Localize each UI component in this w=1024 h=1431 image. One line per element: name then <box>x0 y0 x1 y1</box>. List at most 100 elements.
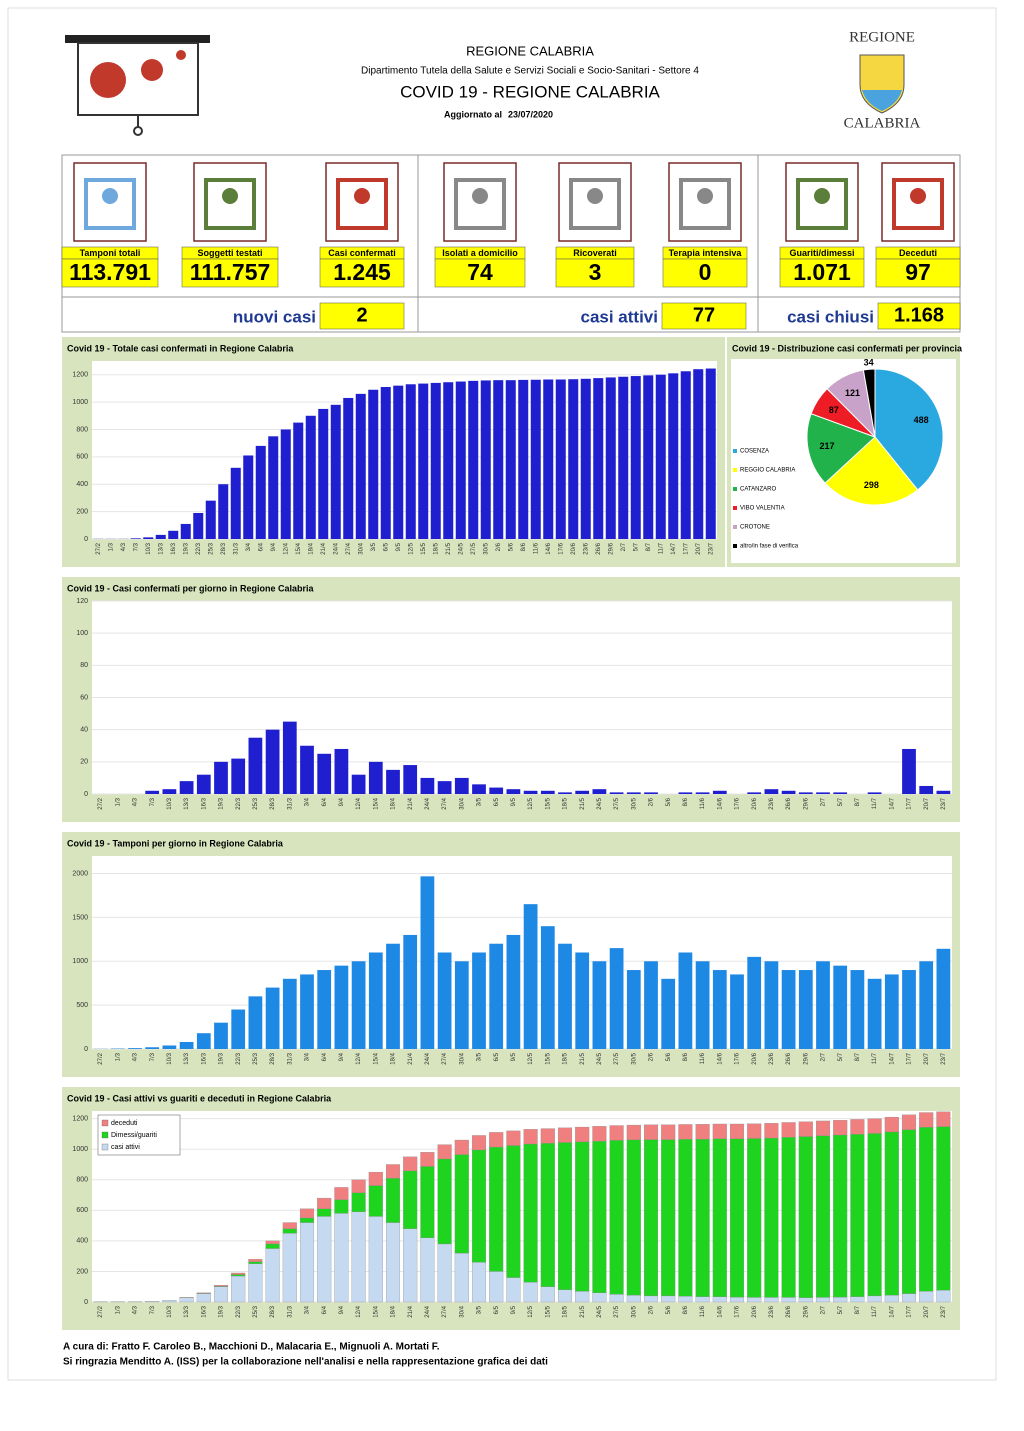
bar <box>403 765 418 794</box>
stacked-bar <box>454 1252 469 1303</box>
bar <box>593 378 604 539</box>
x-tick-label: 10/3 <box>146 542 152 554</box>
bar <box>902 748 916 794</box>
x-tick-label: 30/4 <box>459 797 465 809</box>
stacked-bar <box>351 1179 366 1193</box>
x-tick-label: 28/3 <box>221 542 227 554</box>
x-tick-label: 2/6 <box>649 797 655 806</box>
stacked-bar <box>729 1296 745 1303</box>
x-tick-label: 2/6 <box>649 1052 655 1061</box>
x-tick-label: 15/4 <box>373 1305 379 1317</box>
x-tick-label: 8/6 <box>683 797 689 806</box>
stacked-bar <box>747 1297 762 1303</box>
bar <box>798 792 813 794</box>
stacked-bar <box>265 1240 280 1245</box>
bar <box>454 961 469 1049</box>
stacked-bar <box>626 1294 641 1303</box>
legend-swatch <box>101 1131 109 1139</box>
bar <box>193 512 204 539</box>
x-tick-label: 19/3 <box>219 1052 225 1064</box>
legend-label: deceduti <box>111 1120 138 1127</box>
stacked-bar <box>592 1126 607 1142</box>
x-tick-label: 30/5 <box>631 797 637 809</box>
x-tick-label: 9/4 <box>339 1305 345 1314</box>
x-tick-label: 20/7 <box>924 797 930 809</box>
x-tick-label: 22/3 <box>236 797 242 809</box>
bar <box>592 789 607 794</box>
kpi-label: Deceduti <box>899 248 937 258</box>
kpi-icon-shape <box>222 188 238 204</box>
kpi-label: Casi confermati <box>328 248 396 258</box>
x-tick-label: 17/6 <box>735 1305 741 1317</box>
stacked-bar <box>368 1216 383 1303</box>
x-tick-label: 6/5 <box>494 797 500 806</box>
kpi-icon-shape <box>910 188 926 204</box>
stacked-bar <box>901 1129 917 1294</box>
stacked-bar <box>798 1121 813 1137</box>
x-tick-label: 2/7 <box>821 797 827 806</box>
stacked-bar <box>540 1143 555 1287</box>
x-tick-label: 27/4 <box>346 542 352 554</box>
stacked-bar <box>540 1128 555 1144</box>
bar <box>334 965 349 1049</box>
summary-box <box>877 302 961 330</box>
y-tick-label: 20 <box>80 759 88 766</box>
bar <box>455 381 466 539</box>
stacked-bar <box>540 1286 555 1303</box>
x-tick-label: 28/3 <box>270 1305 276 1317</box>
bar <box>543 379 554 539</box>
bar <box>248 737 263 794</box>
stacked-bar <box>678 1139 693 1297</box>
x-tick-label: 15/5 <box>545 797 551 809</box>
kpi-value-box <box>319 258 405 288</box>
bar <box>368 952 383 1049</box>
summary-label: casi attivi <box>581 307 659 326</box>
bar <box>155 534 166 539</box>
x-tick-label: 10/3 <box>167 1305 173 1317</box>
legend-swatch <box>733 506 737 510</box>
x-tick-label: 21/4 <box>321 542 327 554</box>
y-tick-label: 200 <box>76 1268 88 1275</box>
x-tick-label: 22/3 <box>236 1305 242 1317</box>
bar <box>693 369 704 539</box>
stacked-bar <box>609 1294 624 1303</box>
summary-value: 77 <box>693 304 715 326</box>
stacked-bar <box>919 1127 934 1292</box>
x-tick-label: 16/3 <box>201 797 207 809</box>
bar <box>867 978 882 1049</box>
stacked-bar <box>919 1291 934 1303</box>
kpi-value: 111.757 <box>190 259 271 285</box>
bar <box>418 383 429 539</box>
logo-shield-band <box>862 90 902 111</box>
x-tick-label: 31/3 <box>287 1052 293 1064</box>
y-tick-label: 500 <box>76 1002 88 1009</box>
x-tick-label: 25/3 <box>253 1305 259 1317</box>
stacked-bar <box>781 1297 796 1303</box>
x-tick-label: 6/4 <box>322 797 328 806</box>
x-tick-label: 6/4 <box>322 1305 328 1314</box>
bar <box>668 373 679 539</box>
stacked-bar <box>489 1146 504 1272</box>
kpi-value-box <box>555 258 635 288</box>
x-tick-label: 9/5 <box>396 542 402 551</box>
bar <box>318 408 329 539</box>
x-tick-label: 5/7 <box>838 1052 844 1061</box>
kpi-value: 74 <box>467 259 493 285</box>
stacked-bar <box>403 1170 418 1229</box>
x-tick-label: 25/3 <box>253 1052 259 1064</box>
stacked-bar <box>850 1296 865 1303</box>
stacked-bar <box>299 1217 315 1223</box>
kpi-icon-shape <box>814 188 830 204</box>
bar <box>919 961 934 1049</box>
x-tick-label: 17/7 <box>907 1052 913 1064</box>
stacked-bar <box>162 1300 177 1303</box>
x-tick-label: 5/6 <box>666 1305 672 1314</box>
bar <box>575 790 590 794</box>
bar <box>747 956 762 1049</box>
y-tick-label: 0 <box>84 536 88 543</box>
slice-label: 87 <box>829 405 839 415</box>
legend-label: VIBO VALENTIA <box>740 506 785 512</box>
kpi-value-box <box>61 258 159 288</box>
bar <box>468 380 479 539</box>
stacked-bar <box>420 1237 435 1303</box>
